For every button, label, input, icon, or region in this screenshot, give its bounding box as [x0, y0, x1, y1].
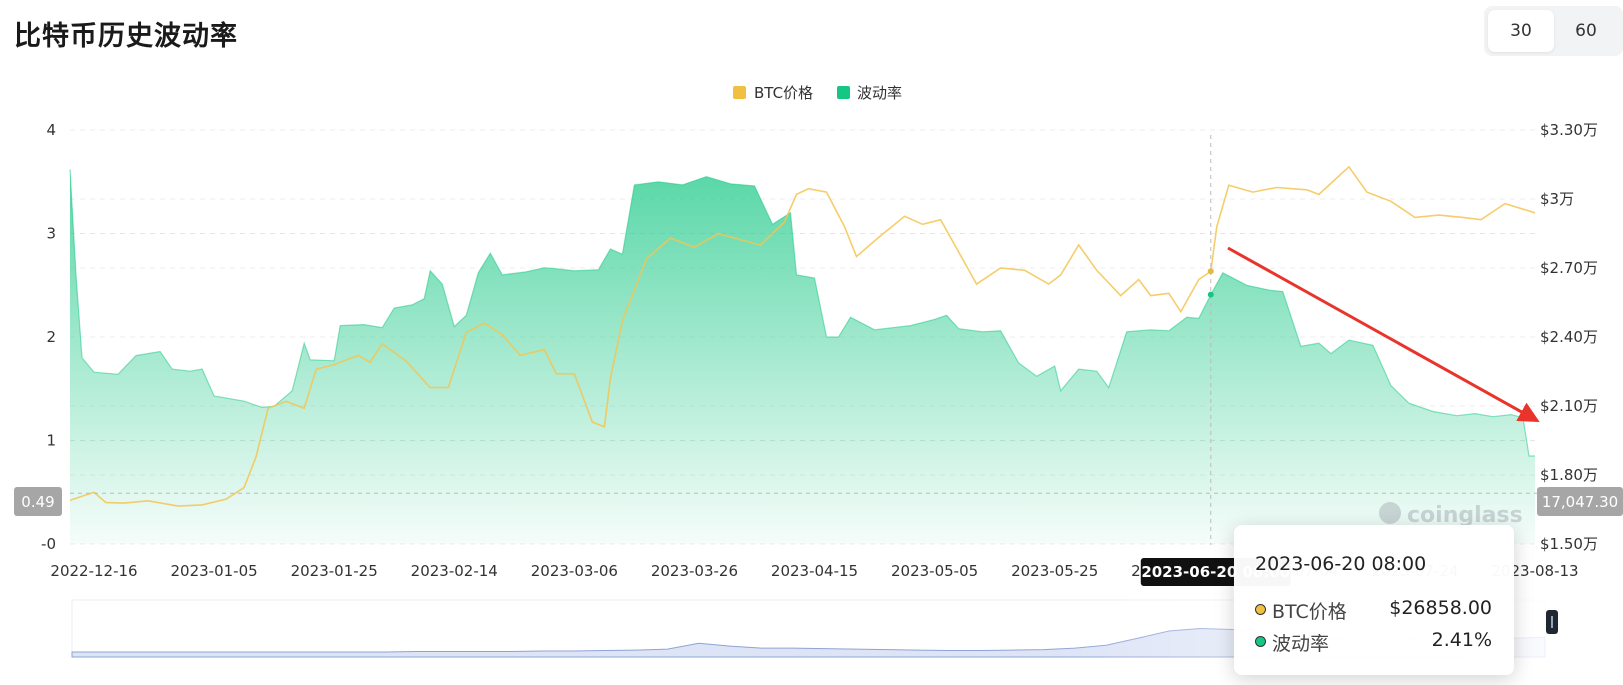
- range-option-60[interactable]: 60: [1553, 10, 1619, 52]
- y-right-tick-label: $2.70万: [1540, 259, 1598, 277]
- tooltip-time: 2023-06-20 08:00: [1255, 553, 1427, 575]
- watermark-text: coinglass: [1407, 503, 1523, 528]
- crosshair-right-value: 17,047.30: [1542, 493, 1618, 511]
- x-tick-label: 2023-02-14: [411, 562, 498, 580]
- y-left-tick-label: -0: [41, 535, 56, 553]
- tooltip-dot-btc-price: [1255, 604, 1266, 615]
- legend-label-volatility[interactable]: 波动率: [857, 84, 902, 102]
- brush-handle-right[interactable]: [1546, 610, 1558, 634]
- y-right-tick-label: $3万: [1540, 190, 1574, 208]
- legend-swatch-btc-price: [733, 86, 746, 99]
- btc-price-line: [69, 165, 1536, 507]
- y-right-tick-label: $1.50万: [1540, 535, 1598, 553]
- y-left-tick-label: 3: [46, 225, 56, 243]
- x-tick-label: 2023-05-05: [891, 562, 978, 580]
- x-tick-label: 2023-01-25: [291, 562, 378, 580]
- x-tick-label: 2023-01-05: [171, 562, 258, 580]
- tooltip-dot-volatility: [1255, 636, 1266, 647]
- page-title: 比特币历史波动率: [14, 21, 238, 52]
- annotation-arrow: [1227, 246, 1540, 423]
- coinglass-watermark: coinglass: [1379, 502, 1523, 528]
- x-tick-label: 2023-03-06: [531, 562, 618, 580]
- y-left-tick-label: 1: [46, 432, 56, 450]
- y-left-tick-label: 4: [46, 121, 56, 139]
- tooltip-row-btc-price: BTC价格 $26858.00: [1255, 597, 1492, 623]
- chart-legend: BTC价格 波动率: [733, 84, 902, 102]
- range-option-30[interactable]: 30: [1488, 10, 1554, 52]
- chart-tooltip: 2023-06-20 08:00 BTC价格 $26858.00 波动率 2.4…: [1234, 525, 1514, 675]
- volatility-series: [69, 169, 1535, 545]
- y-right-tick-label: $1.80万: [1540, 466, 1598, 484]
- volatility-area: [70, 169, 1535, 545]
- crosshair-left-badge: [14, 487, 62, 516]
- x-tick-label: 2022-12-16: [50, 562, 137, 580]
- tooltip-row-volatility: 波动率 2.41%: [1255, 629, 1492, 655]
- x-tick-label: 2023-05-25: [1011, 562, 1098, 580]
- tooltip-value-btc-price: $26858.00: [1389, 597, 1492, 619]
- legend-label-btc-price[interactable]: BTC价格: [754, 84, 813, 102]
- legend-swatch-volatility: [837, 86, 850, 99]
- tooltip-label-volatility: 波动率: [1272, 633, 1330, 655]
- y-right-tick-label: $2.10万: [1540, 397, 1598, 415]
- crosshair-right-badge: [1537, 487, 1623, 516]
- tooltip-value-volatility: 2.41%: [1431, 629, 1492, 651]
- btc-price-series: [69, 165, 1536, 507]
- y-left-tick-label: 2: [46, 328, 56, 346]
- crosshair-point-volatility: [1207, 291, 1214, 298]
- range-toggle: 30 60: [1484, 6, 1623, 56]
- y-right-tick-label: $2.40万: [1540, 328, 1598, 346]
- tooltip-label-btc-price: BTC价格: [1272, 601, 1347, 623]
- x-tick-label: 2023-03-26: [651, 562, 738, 580]
- volatility-line: [69, 169, 1535, 457]
- y-right-tick-label: $3.30万: [1540, 121, 1598, 139]
- coinglass-logo-icon: [1379, 502, 1401, 524]
- x-tick-label: 2023-04-15: [771, 562, 858, 580]
- crosshair-point-btc-price: [1207, 268, 1214, 275]
- crosshair-left-value: 0.49: [21, 493, 54, 511]
